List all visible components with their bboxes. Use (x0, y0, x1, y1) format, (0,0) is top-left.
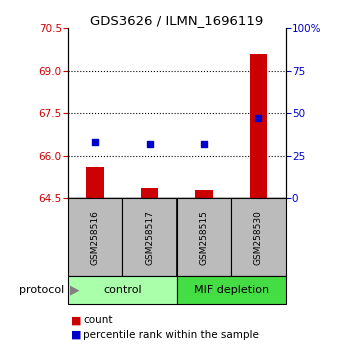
Text: GSM258515: GSM258515 (200, 210, 208, 265)
Title: GDS3626 / ILMN_1696119: GDS3626 / ILMN_1696119 (90, 14, 264, 27)
Bar (177, 276, 286, 304)
Text: count: count (83, 315, 113, 325)
Text: protocol: protocol (19, 285, 65, 295)
Bar (122, 198, 177, 276)
Text: ▶: ▶ (70, 284, 79, 297)
Point (92, 139, 98, 145)
Text: control: control (103, 285, 142, 295)
Text: MIF depletion: MIF depletion (194, 285, 269, 295)
Bar (250, 54, 267, 198)
Text: ■: ■ (71, 315, 82, 325)
Point (201, 141, 207, 147)
Point (147, 141, 152, 147)
Bar (68, 198, 122, 276)
Text: ■: ■ (71, 330, 82, 339)
Text: GSM258517: GSM258517 (145, 210, 154, 265)
Point (256, 115, 261, 121)
Bar (86, 167, 104, 198)
Bar (195, 190, 213, 198)
Bar (68, 276, 177, 304)
Text: GSM258516: GSM258516 (91, 210, 100, 265)
Text: percentile rank within the sample: percentile rank within the sample (83, 330, 259, 339)
Text: GSM258530: GSM258530 (254, 210, 263, 265)
Bar (177, 198, 231, 276)
Bar (231, 198, 286, 276)
Bar (141, 188, 158, 198)
